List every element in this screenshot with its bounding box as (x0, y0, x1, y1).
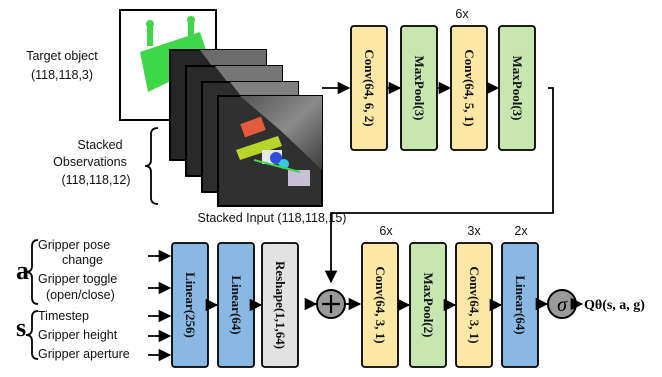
layer-block-vec-blocks-0: Linear(256) (171, 242, 209, 368)
image-branch-repeat: 6x (455, 7, 469, 21)
merge-add-node (316, 289, 346, 319)
head-repeat-3: 2x (514, 224, 528, 238)
input-timestep: Timestep (38, 309, 89, 323)
head-repeat-2: 3x (467, 224, 481, 238)
layer-label: Linear(64) (229, 275, 244, 334)
input-gripper-toggle-cont: (open/close) (46, 288, 115, 302)
stacked-observations-line1: Stacked (77, 138, 122, 152)
sigma-symbol: σ (557, 294, 568, 316)
image-branch-blocks: Conv(64, 6, 2) MaxPool(3) Conv(64, 5, 1) Ma… (350, 25, 536, 151)
layer-label: MaxPool(3) (412, 56, 427, 121)
input-gripper-height: Gripper height (38, 328, 118, 342)
layer-label: MaxPool(3) (510, 56, 525, 121)
stacked-observations-shape: (118,118,12) (61, 173, 130, 187)
observations-brace (144, 127, 159, 205)
input-gripper-pose-cont: change (62, 253, 103, 267)
input-gripper-toggle: Gripper toggle (38, 272, 117, 286)
layer-label: Linear(256) (183, 272, 198, 338)
layer-block-head-blocks-1: MaxPool(2) (409, 242, 447, 368)
layer-block-head-blocks-3: Linear(64) (501, 242, 539, 368)
vector-branch-blocks: Linear(256) Linear(64) Reshape(1,1,64) (171, 242, 299, 368)
target-object-title: Target object (26, 49, 98, 63)
input-gripper-pose: Gripper pose (38, 238, 110, 252)
layer-block-top-blocks-1: MaxPool(3) (400, 25, 438, 151)
layer-block-vec-blocks-2: Reshape(1,1,64) (261, 242, 299, 368)
layer-block-vec-blocks-1: Linear(64) (217, 242, 255, 368)
state-brace (25, 310, 39, 360)
head-blocks: Conv(64, 3, 1) MaxPool(2) Conv(64, 3, 1) Li… (361, 242, 539, 368)
layer-label: Conv(64, 3, 1) (373, 266, 388, 343)
stacked-observations-line2: Observations (53, 155, 127, 169)
action-symbol: a (16, 256, 29, 285)
layer-label: Linear(64) (513, 275, 528, 334)
observation-frame-top (217, 95, 323, 207)
action-brace (25, 239, 39, 305)
arrow-image-to-merge (324, 87, 554, 284)
input-gripper-aperture: Gripper aperture (38, 347, 130, 361)
layer-block-top-blocks-0: Conv(64, 6, 2) (350, 25, 388, 151)
layer-block-head-blocks-2: Conv(64, 3, 1) (455, 242, 493, 368)
layer-block-top-blocks-3: MaxPool(3) (498, 25, 536, 151)
layer-block-top-blocks-2: Conv(64, 5, 1) (450, 25, 488, 151)
layer-label: Conv(64, 6, 2) (362, 49, 377, 126)
layer-label: Conv(64, 3, 1) (467, 266, 482, 343)
layer-block-head-blocks-0: Conv(64, 3, 1) (361, 242, 399, 368)
layer-label: Conv(64, 5, 1) (462, 49, 477, 126)
target-object-shape: (118,118,3) (31, 68, 93, 82)
output-q-label: Qθ(s, a, g) (584, 298, 645, 313)
head-repeat-1: 6x (379, 224, 393, 238)
layer-label: MaxPool(2) (421, 273, 436, 338)
state-symbol: s (16, 313, 26, 342)
layer-label: Reshape(1,1,64) (273, 261, 288, 349)
stacked-input-label: Stacked Input (118,118,15) (198, 211, 347, 225)
sigma-node: σ (547, 289, 577, 319)
